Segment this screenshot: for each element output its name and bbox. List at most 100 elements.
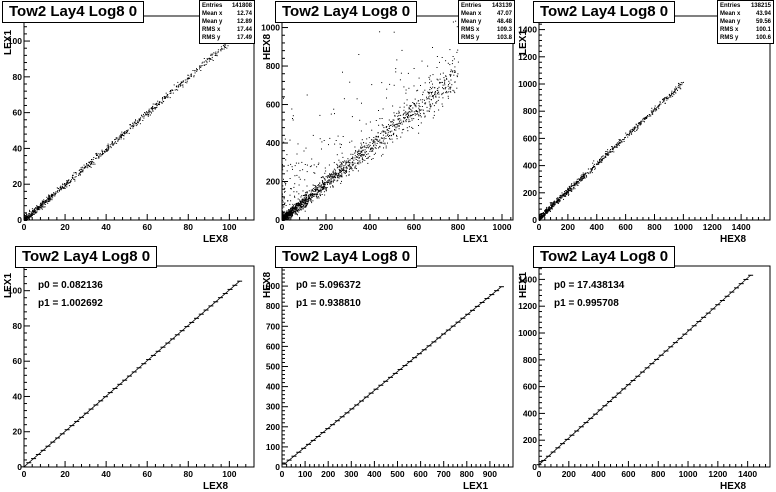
data-point: [321, 176, 323, 178]
data-point: [59, 188, 61, 190]
data-point: [665, 98, 667, 99]
data-point: [143, 115, 145, 117]
data-point: [343, 98, 345, 100]
data-point: [299, 208, 301, 210]
data-point: [295, 162, 297, 164]
data-point: [408, 121, 410, 123]
data-point: [667, 98, 669, 100]
data-point: [574, 183, 576, 185]
data-point: [448, 84, 449, 86]
y-tick-label: 60: [13, 108, 23, 118]
data-point: [303, 201, 305, 203]
data-point: [553, 204, 555, 206]
data-point: [283, 206, 285, 208]
data-point: [650, 115, 652, 117]
data-point: [148, 108, 150, 110]
data-point: [412, 107, 414, 109]
data-point: [98, 156, 100, 157]
data-point: [225, 44, 227, 46]
data-point: [290, 217, 292, 219]
data-point: [331, 176, 333, 178]
data-point: [181, 84, 183, 86]
y-tick-label: 200: [523, 188, 537, 198]
data-point: [594, 167, 596, 169]
data-point: [405, 119, 407, 121]
data-point: [298, 211, 300, 213]
data-point: [441, 82, 443, 83]
data-point: [60, 188, 62, 190]
data-point: [425, 102, 427, 104]
data-point: [338, 177, 340, 179]
data-point: [435, 94, 437, 96]
data-point: [112, 141, 113, 143]
data-point: [635, 123, 637, 125]
data-point: [681, 82, 683, 84]
data-point: [557, 200, 559, 202]
data-point: [354, 152, 356, 154]
data-point: [96, 155, 97, 156]
data-point: [361, 144, 363, 146]
data-point: [349, 81, 351, 83]
data-point: [399, 120, 400, 122]
data-point: [345, 172, 347, 173]
data-point: [144, 112, 146, 114]
data-point: [400, 72, 402, 74]
data-point: [329, 173, 331, 175]
data-point: [456, 87, 458, 89]
data-point: [66, 180, 68, 182]
data-point: [571, 189, 573, 191]
data-point: [226, 47, 228, 49]
data-point: [675, 89, 676, 91]
data-point: [322, 181, 323, 183]
data-point: [34, 212, 36, 213]
data-point: [568, 189, 570, 191]
data-point: [317, 196, 319, 198]
data-point: [450, 69, 452, 71]
data-point: [591, 169, 593, 171]
data-point: [296, 205, 298, 207]
data-point: [283, 141, 285, 143]
data-point: [123, 133, 125, 135]
data-point: [50, 195, 52, 196]
data-point: [356, 168, 357, 170]
data-point: [36, 207, 38, 209]
data-point: [422, 109, 424, 111]
data-point: [366, 138, 368, 140]
data-point: [367, 153, 369, 155]
data-point: [63, 183, 65, 185]
y-tick-label: 400: [266, 138, 280, 148]
x-tick-label: 200: [321, 469, 335, 479]
data-point: [548, 206, 550, 208]
data-point: [308, 194, 310, 196]
data-point: [539, 219, 541, 221]
data-point: [557, 199, 559, 201]
data-point: [282, 195, 284, 197]
data-point: [132, 125, 134, 127]
data-point: [615, 144, 617, 145]
data-point: [428, 98, 430, 100]
data-point: [557, 200, 559, 202]
data-point: [430, 105, 432, 107]
data-point: [47, 202, 49, 204]
data-point: [39, 204, 41, 206]
data-point: [64, 183, 66, 184]
data-point: [408, 111, 410, 113]
data-point: [162, 99, 163, 101]
data-point: [319, 190, 321, 192]
data-point: [211, 58, 213, 60]
data-point: [553, 200, 555, 202]
data-point: [428, 76, 430, 78]
data-point: [321, 180, 323, 181]
data-point: [385, 147, 387, 149]
data-point: [289, 212, 291, 214]
data-point: [84, 167, 86, 169]
data-point: [392, 105, 394, 107]
data-point: [565, 194, 567, 195]
data-point: [361, 155, 363, 157]
data-point: [569, 188, 571, 190]
data-point: [365, 123, 367, 125]
data-point: [282, 167, 283, 169]
data-point: [344, 160, 346, 162]
y-tick-label: 800: [523, 355, 537, 365]
data-point: [290, 188, 291, 190]
